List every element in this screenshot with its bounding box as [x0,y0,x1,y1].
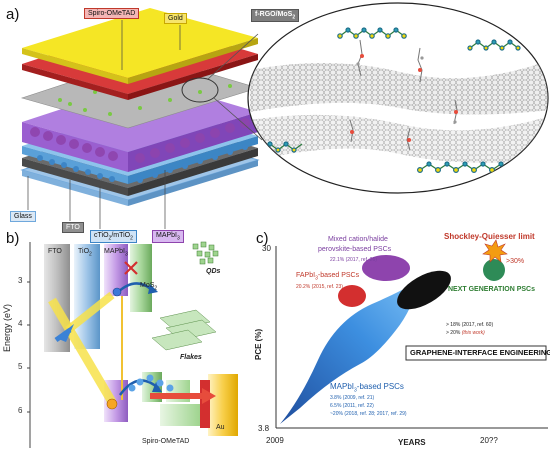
spiro-band [160,404,200,426]
fto-band [44,244,70,352]
pce-axis-label: PCE (%) [254,328,263,360]
tio2-band [74,244,100,349]
energy-tick-3: 3 [18,276,23,285]
tio2-particles [37,144,248,183]
spiro-layer [22,22,258,94]
charge-carriers [106,287,174,410]
label-glass: Glass [10,211,36,222]
mapbi3-value-3: ~20% (2018, ref. 28; 2017, ref. 29) [330,411,407,417]
fto-layer [22,116,258,188]
graphene-box-label: GRAPHENE-INTERFACE ENGINEERING [410,348,550,357]
fapbi3-title: FAPbI3-based PSCs [296,272,360,282]
label-mapbi3: MAPbI3 [152,230,184,244]
panel-b-letter: b) [6,230,20,247]
graphene-interlayer [20,55,260,129]
electron-arrow-head [56,324,74,342]
mos2-flake-bottom [417,161,514,174]
mos2-band-top [130,244,152,312]
tio2-layer [22,104,258,176]
band-label-spiro: Spiro-OMeTAD [142,438,190,445]
mixed-title-line-2: perovskite-based PSCs [318,246,392,253]
fapbi3-value: 20.2% (2015, ref. 23) [296,284,343,290]
years-axis-label: YEARS [398,438,426,447]
linker-molecules [349,39,458,151]
mos2-flake-left [259,141,303,153]
mapbi3-value-1: 3.8% (2009, ref. 21) [330,395,375,401]
mos2-band-bottom [142,372,162,402]
band-label-fto: FTO [48,248,62,255]
zoom-region-marker [181,77,219,103]
energy-tick-5: 5 [18,362,23,371]
perovskite-layer [22,80,258,152]
sq-limit-burst-icon [482,239,508,263]
band-label-mapbi3: MAPbI3 [104,248,128,258]
flakes-illustration [151,309,217,351]
label-gold: Gold [164,13,187,24]
years-axis-start: 2009 [266,436,284,445]
pce-axis-top: 30 [262,244,271,253]
band-label-mos2: MoS2 [140,282,158,292]
graphene-sheet-bottom [250,114,548,163]
mixed-value: 22.1% (2017, ref. 26) [330,257,377,263]
label-spiro-ometad: Spiro-OMeTAD [84,8,140,19]
years-axis-end: 20?? [480,436,498,445]
label-fto: FTO [62,222,84,233]
perovskite-crystals [30,118,250,163]
spiro-band-2 [166,380,190,402]
qds-cluster [192,241,219,265]
sq-limit-label: Shockley-Quiesser limit [444,232,535,241]
mos2-flake-right [467,39,521,51]
mos2-flake-top [337,27,407,39]
linker-atoms [350,54,458,142]
energy-tick-6: 6 [18,406,23,415]
next-gen-region [483,259,505,281]
electron-path-arrow [48,297,116,405]
mixed-title-line-1: Mixed cation/halide [328,236,388,243]
blocked-transfer-icon [124,261,138,275]
graphene-value-2: > 20% (this work) [446,330,485,336]
band-label-tio2: TiO2 [78,248,92,258]
graphene-sheet-top [250,60,548,115]
glass-layer [20,127,260,201]
label-qds: QDs [206,268,221,275]
panel-c-letter: c) [256,230,269,247]
energy-tick-4: 4 [18,319,23,328]
band-label-au: Au [216,424,225,431]
label-flakes: Flakes [180,354,202,361]
green-dots [58,70,232,116]
mapbi3-band-bottom [104,380,128,422]
label-f-rgo-mos2: f-RGO/MoS2 [251,9,300,23]
label-ctio2-mtio2: cTiO2/mTiO2 [90,230,137,244]
mapbi3-title: MAPbI3-based PSCs [330,382,404,394]
graphene-value-1: > 18% (2017, ref. 60) [446,322,494,328]
next-gen-label: NEXT GENERATION PSCs [448,286,535,293]
pce-axis-bottom: 3.8 [258,424,270,433]
mapbi3-value-2: 6.5% (2011, ref. 22) [330,403,374,409]
zoom-circle [247,2,549,194]
panel-a-letter: a) [6,6,20,23]
gold-layer [22,8,258,78]
sq-limit-value: >30% [506,258,525,265]
energy-axis-label: Energy (eV) [2,303,12,352]
